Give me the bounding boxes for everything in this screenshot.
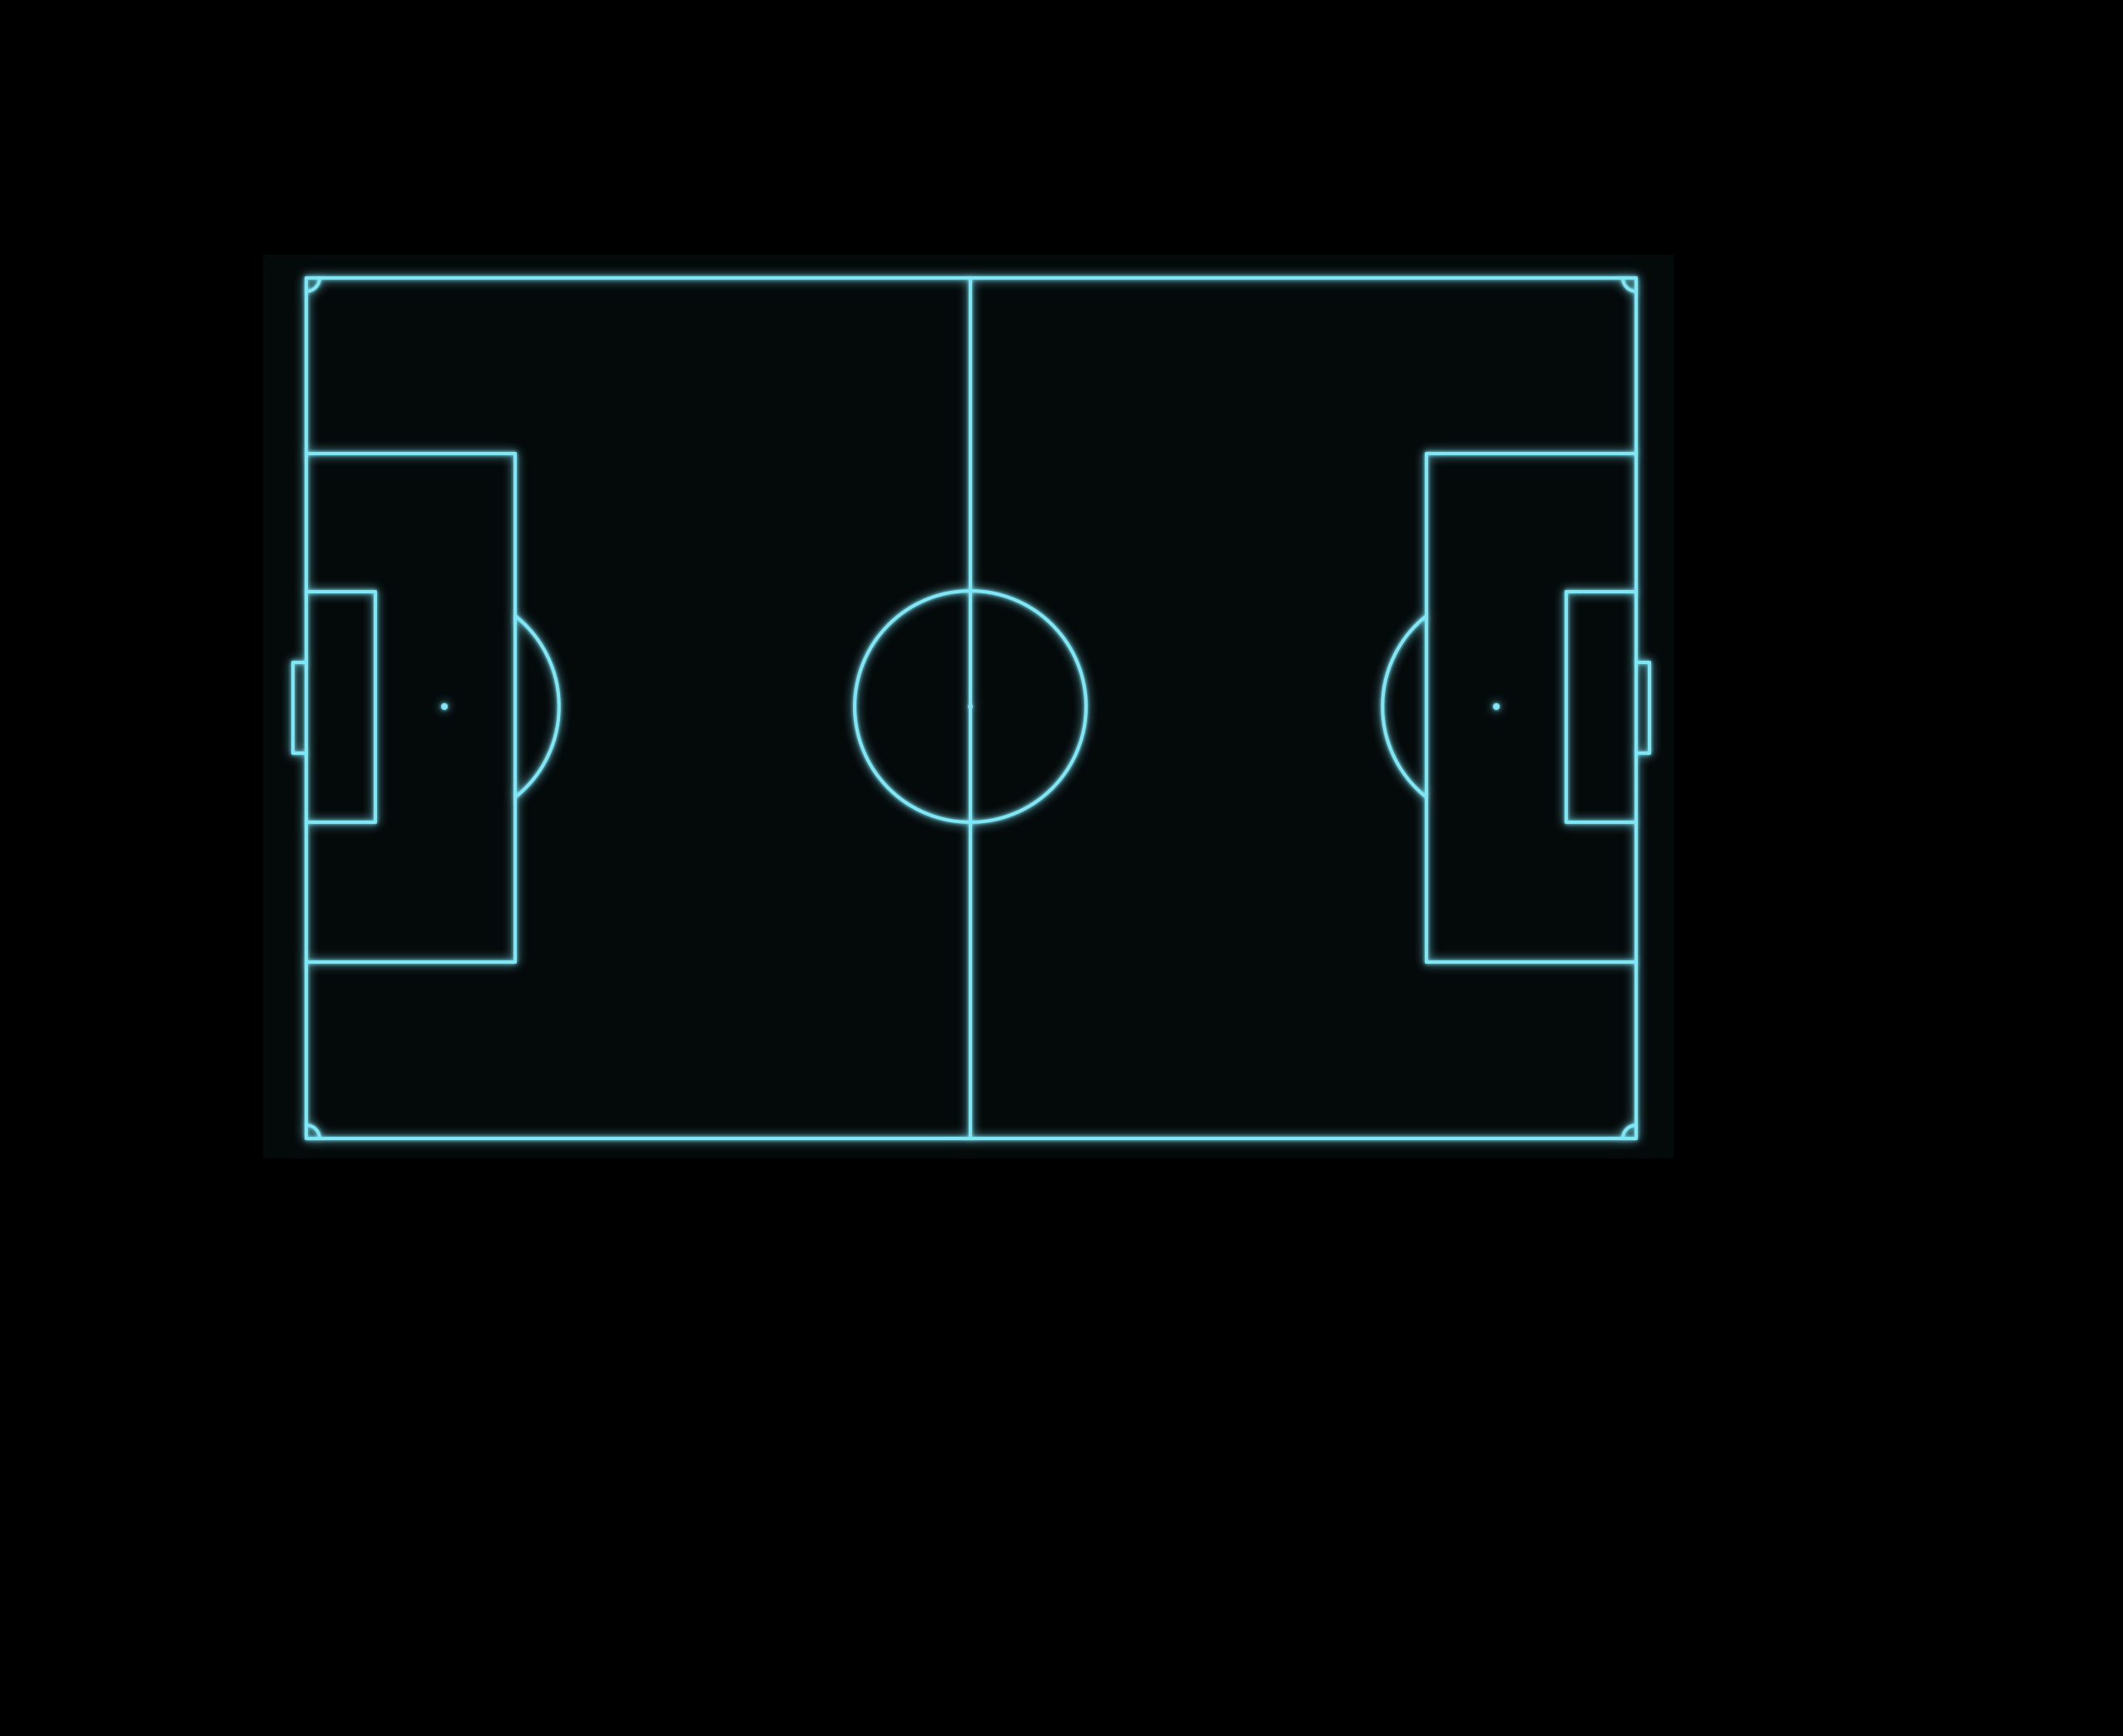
penalty-spot-right [1493,703,1500,710]
corner-arc-bottom-left [305,1123,321,1140]
pitch-lines [291,276,1651,1140]
corner-arc-top-right [1621,276,1638,293]
penalty-spot-left [441,703,448,710]
penalty-arc-left [513,614,561,799]
centre-spot [968,704,973,709]
penalty-arc-right [1381,614,1428,799]
goal-left [291,661,308,755]
goal-right [1634,661,1651,755]
corner-arc-bottom-right [1621,1123,1638,1140]
corner-arc-top-left [305,276,321,293]
centre-circle [853,589,1088,824]
